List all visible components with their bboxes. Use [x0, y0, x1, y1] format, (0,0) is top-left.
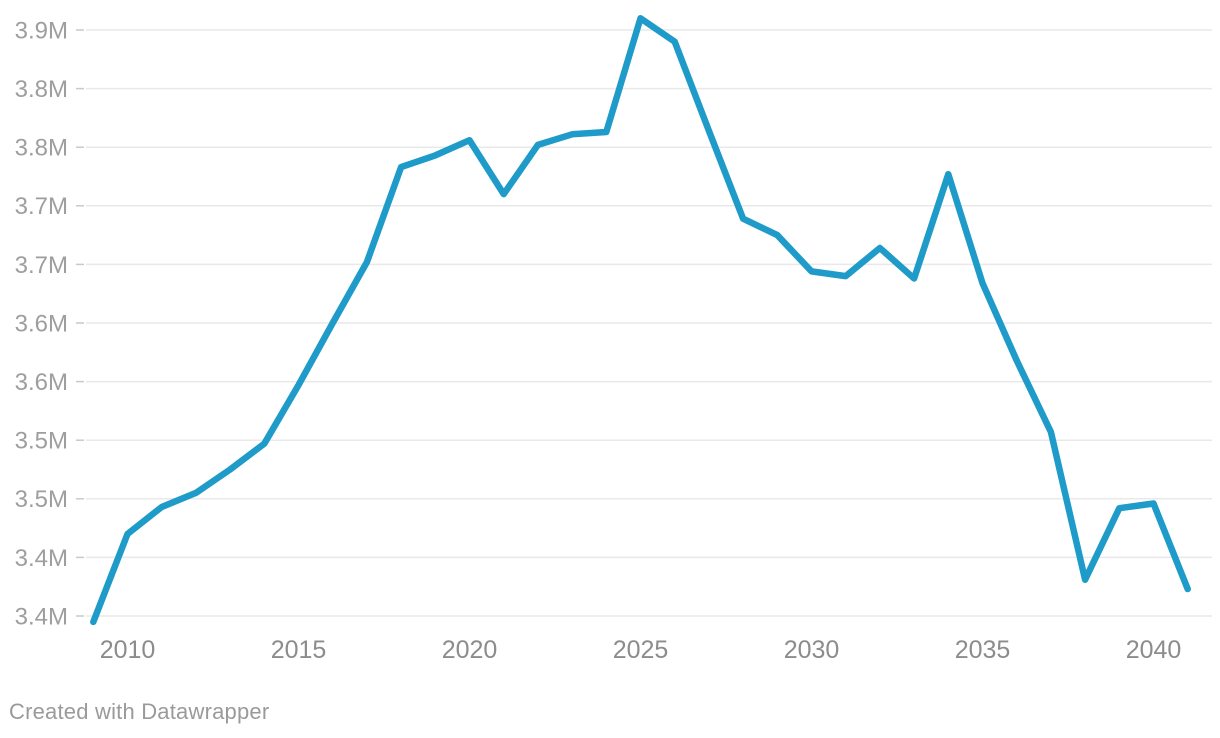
- y-axis-label: 3.4M: [15, 603, 68, 630]
- x-axis-label: 2040: [1126, 636, 1182, 664]
- datawrapper-credit-link[interactable]: Created with Datawrapper: [9, 699, 270, 724]
- y-axis-label: 3.9M: [15, 17, 68, 44]
- x-axis-label: 2035: [955, 636, 1011, 664]
- y-axis-label: 3.7M: [15, 193, 68, 220]
- line-chart-canvas: 3.9M 3.8M 3.8M 3.7M 3.7M 3.6M 3.6M 3.5M 3.5M 3.4M…: [15, 15, 1212, 664]
- y-axis-label: 3.5M: [15, 428, 68, 455]
- y-axis-label: 3.5M: [15, 486, 68, 513]
- x-axis-label: 2025: [613, 636, 669, 664]
- x-axis-label: 2030: [784, 636, 840, 664]
- y-axis-label: 3.6M: [15, 310, 68, 337]
- y-axis-label: 3.6M: [15, 369, 68, 396]
- x-axis-label: 2020: [442, 636, 498, 664]
- x-axis-label: 2015: [271, 636, 327, 664]
- y-axis-label: 3.7M: [15, 252, 68, 279]
- data-series-line: [90, 15, 1191, 626]
- x-axis-label: 2010: [100, 636, 156, 664]
- y-axis-label: 3.8M: [15, 135, 68, 162]
- y-axis-label: 3.4M: [15, 545, 68, 572]
- y-axis-label: 3.8M: [15, 76, 68, 103]
